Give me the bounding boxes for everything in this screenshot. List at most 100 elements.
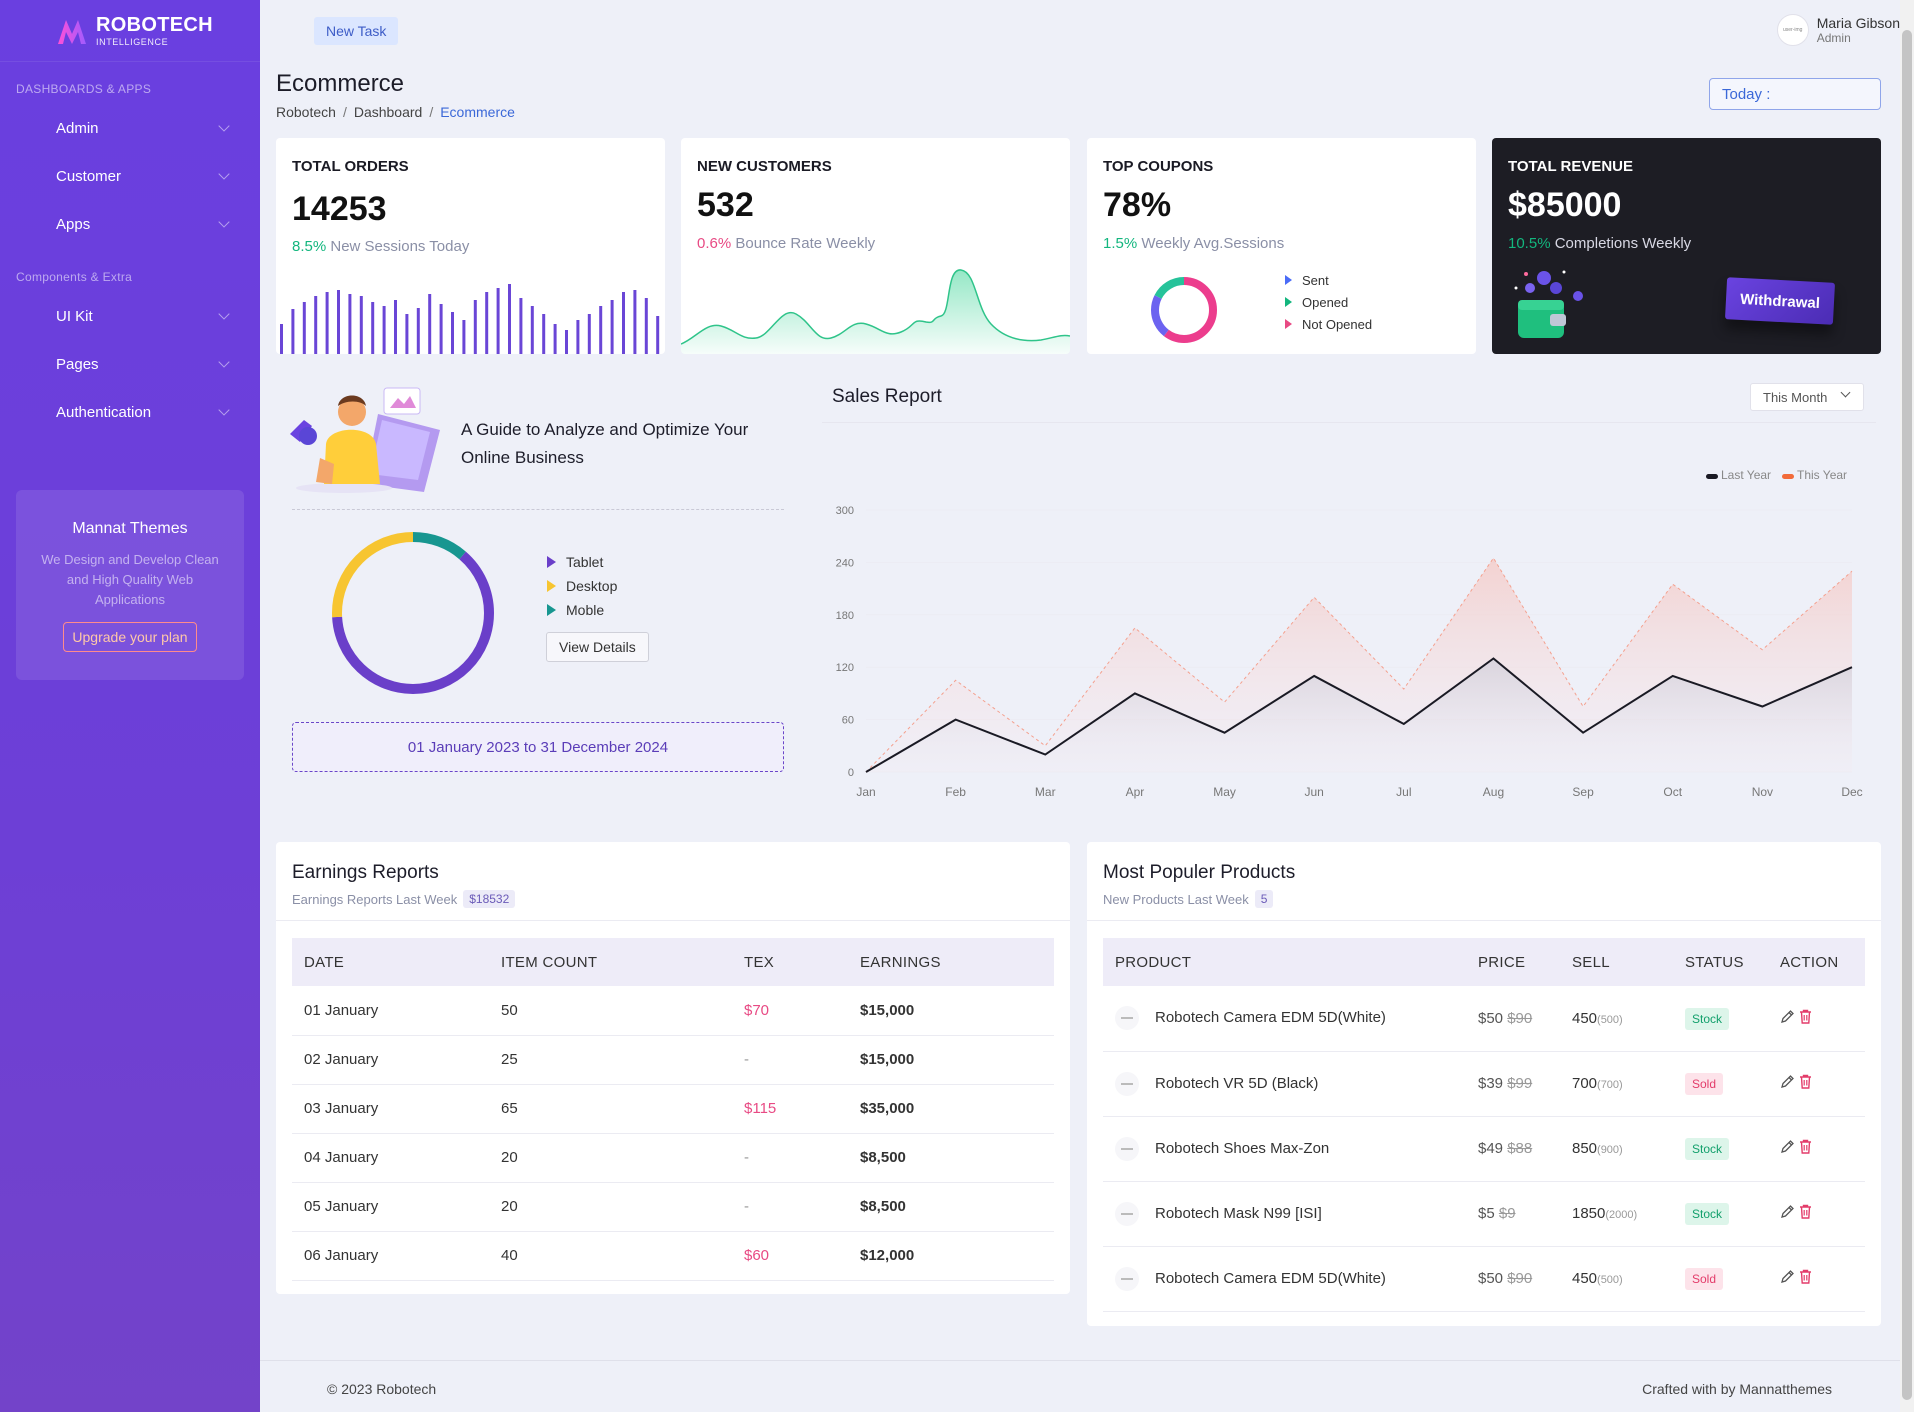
total-revenue-card: TOTAL REVENUE $85000 10.5% Completions W… bbox=[1492, 138, 1881, 354]
column-header[interactable]: ACTION bbox=[1780, 953, 1839, 971]
breadcrumb-item[interactable]: Dashboard bbox=[353, 104, 423, 120]
sales-report-title: Sales Report bbox=[832, 386, 942, 407]
trash-icon[interactable] bbox=[1799, 1204, 1812, 1219]
cell-sell: 700(700) bbox=[1560, 1051, 1673, 1117]
chevron-down-icon bbox=[218, 216, 230, 228]
product-thumbnail bbox=[1115, 1136, 1139, 1161]
cell-price: $39 $99 bbox=[1466, 1051, 1560, 1117]
cell-action bbox=[1768, 986, 1865, 1052]
column-header[interactable]: PRICE bbox=[1478, 953, 1526, 971]
stat-value: 14253 bbox=[292, 190, 387, 228]
trash-icon[interactable] bbox=[1799, 1269, 1812, 1284]
breadcrumb: Robotech / Dashboard / Ecommerce bbox=[276, 104, 515, 120]
spark-bar bbox=[633, 290, 637, 354]
device-donut-chart bbox=[332, 532, 494, 694]
date-picker-button[interactable]: Today : bbox=[1709, 78, 1881, 110]
card-subtitle: Earnings Reports Last Week $18532 bbox=[292, 890, 516, 908]
table-row: Robotech Camera EDM 5D(White) $50 $90 450(… bbox=[1103, 986, 1865, 1052]
spark-bar bbox=[325, 292, 329, 354]
table-row: 03 January 65 $115 $35,000 bbox=[292, 1084, 1054, 1134]
x-tick-label: Sep bbox=[1572, 785, 1594, 799]
x-tick-label: Nov bbox=[1752, 785, 1773, 799]
y-tick-label: 60 bbox=[842, 715, 854, 727]
sidebar-item-ui-kit[interactable]: UI Kit bbox=[0, 292, 260, 340]
trash-icon[interactable] bbox=[1799, 1009, 1812, 1024]
cell-product[interactable]: Robotech Camera EDM 5D(White) bbox=[1103, 1246, 1466, 1312]
edit-icon[interactable] bbox=[1780, 1139, 1795, 1154]
topbar: New Task user-img Maria Gibson Admin bbox=[260, 0, 1900, 62]
spark-bar bbox=[565, 330, 568, 354]
edit-icon[interactable] bbox=[1780, 1204, 1795, 1219]
legend-item: Moble bbox=[547, 598, 617, 622]
column-header[interactable]: EARNINGS bbox=[860, 953, 941, 971]
new-task-button[interactable]: New Task bbox=[314, 17, 399, 45]
customers-area-sparkline bbox=[681, 269, 1070, 354]
legend-item: Tablet bbox=[547, 550, 617, 574]
user-menu[interactable]: user-img Maria Gibson Admin bbox=[1776, 14, 1900, 46]
y-tick-label: 120 bbox=[836, 662, 854, 674]
user-name: Maria Gibson bbox=[1816, 15, 1900, 31]
cell-status: Stock bbox=[1673, 1116, 1768, 1182]
x-tick-label: Jun bbox=[1305, 785, 1324, 799]
status-badge: Sold bbox=[1685, 1268, 1724, 1290]
coupons-legend: Sent Opened Not Opened bbox=[1285, 269, 1372, 335]
earnings-table: DATE ITEM COUNT TEX EARNINGS 01 January 5… bbox=[292, 938, 1054, 1281]
column-header[interactable]: ITEM COUNT bbox=[501, 953, 598, 971]
status-badge: Stock bbox=[1685, 1138, 1730, 1160]
product-name: Robotech Camera EDM 5D(White) bbox=[1155, 1269, 1386, 1287]
edit-icon[interactable] bbox=[1780, 1074, 1795, 1089]
scrollbar-thumb[interactable] bbox=[1902, 30, 1912, 1400]
edit-icon[interactable] bbox=[1780, 1009, 1795, 1024]
edit-icon[interactable] bbox=[1780, 1269, 1795, 1284]
column-header[interactable]: PRODUCT bbox=[1115, 953, 1192, 971]
table-row: Robotech Camera EDM 5D(White) $50 $90 450(… bbox=[1103, 1246, 1865, 1312]
withdrawal-button[interactable]: Withdrawal bbox=[1724, 277, 1836, 325]
view-details-button[interactable]: View Details bbox=[546, 632, 649, 662]
product-thumbnail bbox=[1115, 1006, 1139, 1031]
period-select[interactable]: This Month bbox=[1750, 383, 1864, 411]
y-tick-label: 0 bbox=[848, 767, 854, 779]
cell-action bbox=[1768, 1051, 1865, 1117]
table-header-row: DATE ITEM COUNT TEX EARNINGS bbox=[292, 938, 1054, 986]
spark-bar bbox=[530, 306, 534, 354]
table-row: 05 January 20- $8,500 bbox=[292, 1182, 1054, 1232]
coupons-donut-chart bbox=[1151, 277, 1217, 343]
series-line-last-year bbox=[865, 657, 1853, 773]
page-scrollbar[interactable] bbox=[1900, 0, 1914, 1412]
cell-item-count: 40 bbox=[489, 1231, 732, 1281]
sidebar-item-pages[interactable]: Pages bbox=[0, 340, 260, 388]
sidebar-item-authentication[interactable]: Authentication bbox=[0, 388, 260, 436]
breadcrumb-item[interactable]: Robotech bbox=[276, 104, 336, 120]
spark-bar bbox=[405, 314, 409, 354]
old-price: $88 bbox=[1507, 1140, 1533, 1157]
cell-product[interactable]: Robotech VR 5D (Black) bbox=[1103, 1051, 1466, 1117]
stat-value: $85000 bbox=[1508, 186, 1622, 224]
cell-item-count: 20 bbox=[489, 1182, 732, 1232]
logo-icon bbox=[58, 20, 86, 44]
spark-bar bbox=[439, 304, 443, 354]
cell-product[interactable]: Robotech Camera EDM 5D(White) bbox=[1103, 986, 1466, 1052]
cell-product[interactable]: Robotech Mask N99 [ISI] bbox=[1103, 1181, 1466, 1247]
column-header[interactable]: SELL bbox=[1572, 953, 1610, 971]
brand[interactable]: ROBOTECH INTELLIGENCE bbox=[0, 0, 260, 62]
column-header[interactable]: STATUS bbox=[1685, 953, 1744, 971]
product-name: Robotech VR 5D (Black) bbox=[1155, 1074, 1319, 1092]
column-header[interactable]: TEX bbox=[744, 953, 775, 971]
stat-subtitle: 10.5% Completions Weekly bbox=[1508, 235, 1692, 252]
cell-sell: 1850(2000) bbox=[1560, 1181, 1673, 1247]
sidebar-item-customer[interactable]: Customer bbox=[0, 152, 260, 200]
trash-icon[interactable] bbox=[1799, 1074, 1812, 1089]
cell-item-count: 20 bbox=[489, 1133, 732, 1183]
status-badge: Stock bbox=[1685, 1203, 1730, 1225]
sidebar-item-apps[interactable]: Apps bbox=[0, 200, 260, 248]
stat-title: TOP COUPONS bbox=[1103, 158, 1214, 175]
sidebar-section-dashboards: DASHBOARDS & APPS bbox=[16, 82, 152, 96]
sidebar-item-admin[interactable]: Admin bbox=[0, 104, 260, 152]
chevron-down-icon bbox=[218, 404, 230, 416]
column-header[interactable]: DATE bbox=[304, 953, 345, 971]
cell-product[interactable]: Robotech Shoes Max-Zon bbox=[1103, 1116, 1466, 1182]
spark-bar bbox=[280, 324, 283, 354]
products-badge: 5 bbox=[1254, 890, 1274, 908]
upgrade-button[interactable]: Upgrade your plan bbox=[63, 622, 197, 652]
trash-icon[interactable] bbox=[1799, 1139, 1812, 1154]
